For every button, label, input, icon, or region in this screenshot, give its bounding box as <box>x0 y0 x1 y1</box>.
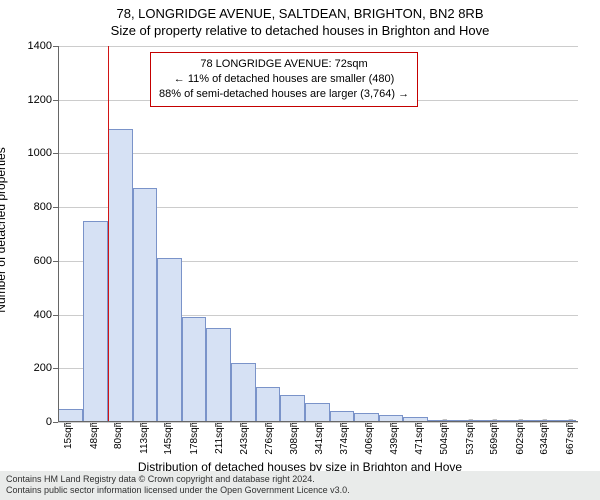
histogram-bar <box>58 409 83 422</box>
histogram-bar <box>231 363 256 422</box>
y-tick-label: 800 <box>12 201 52 213</box>
histogram-bar <box>157 258 182 422</box>
title-block: 78, LONGRIDGE AVENUE, SALTDEAN, BRIGHTON… <box>0 0 600 38</box>
x-tick-label: 178sqm <box>189 419 200 455</box>
x-tick-label: 15sqm <box>63 419 74 449</box>
x-tick-label: 145sqm <box>163 419 174 455</box>
footer: Contains HM Land Registry data © Crown c… <box>0 471 600 500</box>
x-tick-label: 634sqm <box>539 419 550 455</box>
footer-line-1: Contains HM Land Registry data © Crown c… <box>6 474 594 486</box>
x-tick-label: 439sqm <box>389 419 400 455</box>
annotation-box: 78 LONGRIDGE AVENUE: 72sqm ← 11% of deta… <box>150 52 418 107</box>
y-tick-label: 0 <box>12 416 52 428</box>
y-tick-label: 1200 <box>12 94 52 106</box>
grid-line <box>58 422 578 423</box>
histogram-bar <box>280 395 305 422</box>
x-tick-label: 537sqm <box>465 419 476 455</box>
y-axis-title: Number of detached properties <box>0 147 8 312</box>
y-tick-label: 400 <box>12 309 52 321</box>
x-tick-label: 80sqm <box>113 419 124 449</box>
annotation-line-2: ← 11% of detached houses are smaller (48… <box>159 72 409 87</box>
x-tick-label: 243sqm <box>239 419 250 455</box>
annotation-line-1: 78 LONGRIDGE AVENUE: 72sqm <box>159 57 409 72</box>
x-tick-label: 569sqm <box>489 419 500 455</box>
histogram-bar <box>256 387 281 422</box>
y-tick-label: 600 <box>12 255 52 267</box>
x-tick-label: 406sqm <box>364 419 375 455</box>
x-tick-label: 308sqm <box>289 419 300 455</box>
histogram-bar <box>83 221 108 422</box>
x-tick-label: 276sqm <box>264 419 275 455</box>
x-tick-label: 374sqm <box>339 419 350 455</box>
x-tick-label: 48sqm <box>89 419 100 449</box>
figure-container: 78, LONGRIDGE AVENUE, SALTDEAN, BRIGHTON… <box>0 0 600 500</box>
title-subtitle: Size of property relative to detached ho… <box>0 23 600 38</box>
y-tick-label: 1000 <box>12 147 52 159</box>
y-tick-label: 200 <box>12 362 52 374</box>
x-tick-label: 602sqm <box>515 419 526 455</box>
title-address: 78, LONGRIDGE AVENUE, SALTDEAN, BRIGHTON… <box>0 6 600 21</box>
histogram-bar <box>305 403 330 422</box>
x-axis-line <box>58 421 578 422</box>
x-tick-label: 471sqm <box>414 419 425 455</box>
x-tick-label: 667sqm <box>565 419 576 455</box>
marker-line <box>108 46 109 422</box>
footer-line-2: Contains public sector information licen… <box>6 485 594 497</box>
histogram-bar <box>206 328 231 422</box>
histogram-bar <box>182 317 207 422</box>
x-tick-label: 211sqm <box>214 419 225 454</box>
x-tick-label: 504sqm <box>439 419 450 455</box>
y-axis-line <box>58 46 59 422</box>
histogram-bar <box>133 188 158 422</box>
histogram-bar <box>108 129 133 422</box>
annotation-line-3: 88% of semi-detached houses are larger (… <box>159 87 409 102</box>
x-tick-label: 341sqm <box>314 419 325 455</box>
x-tick-label: 113sqm <box>139 419 150 454</box>
y-tick-label: 1400 <box>12 40 52 52</box>
